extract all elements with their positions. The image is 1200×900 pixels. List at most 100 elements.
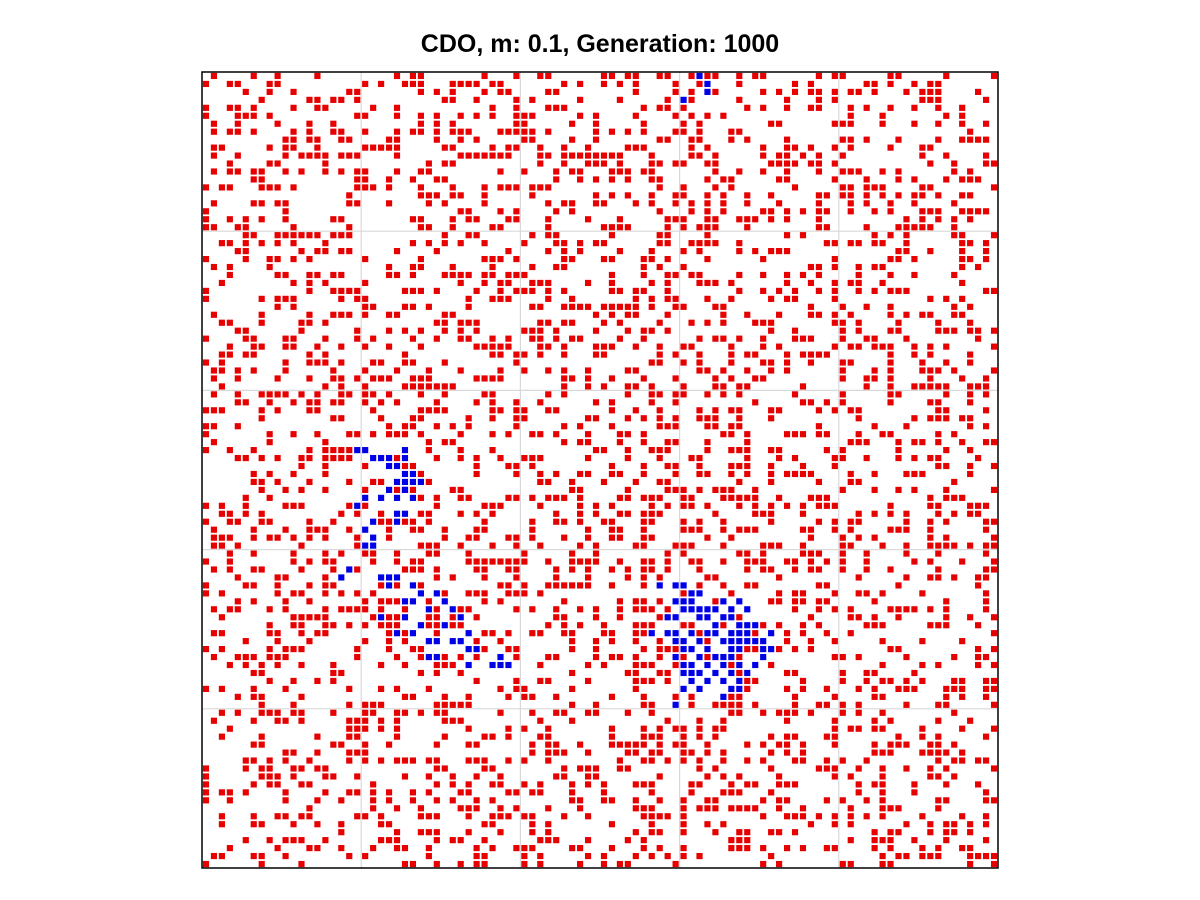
red-cell — [338, 845, 345, 852]
blue-cell — [736, 598, 743, 605]
red-cell — [529, 287, 536, 294]
red-cell — [258, 391, 265, 398]
red-cell — [354, 566, 361, 573]
red-cell — [481, 765, 488, 772]
red-cell — [266, 144, 273, 151]
red-cell — [831, 462, 838, 470]
red-cell — [226, 104, 233, 111]
red-cell — [218, 383, 225, 390]
red-cell — [672, 399, 679, 406]
red-cell — [306, 255, 313, 263]
red-cell — [385, 391, 393, 398]
red-cell — [425, 367, 432, 374]
red-cell — [306, 232, 313, 239]
red-cell — [266, 184, 273, 191]
red-cell — [616, 598, 623, 605]
red-cell — [521, 327, 528, 334]
red-cell — [226, 606, 233, 613]
red-cell — [322, 582, 329, 589]
red-cell — [545, 224, 552, 231]
red-cell — [362, 184, 369, 191]
red-cell — [322, 486, 329, 493]
red-cell — [720, 622, 727, 629]
red-cell — [704, 240, 711, 247]
red-cell — [616, 757, 623, 764]
red-cell — [529, 693, 536, 700]
red-cell — [855, 781, 862, 788]
red-cell — [648, 852, 655, 860]
red-cell — [608, 287, 616, 294]
red-cell — [664, 669, 671, 677]
red-cell — [202, 359, 210, 366]
red-cell — [409, 240, 417, 247]
red-cell — [608, 279, 616, 287]
red-cell — [473, 80, 480, 88]
red-cell — [258, 518, 265, 525]
red-cell — [616, 439, 623, 446]
red-cell — [783, 749, 791, 756]
red-cell — [919, 367, 926, 374]
red-cell — [577, 335, 584, 342]
red-cell — [592, 510, 600, 517]
red-cell — [608, 128, 616, 135]
red-cell — [346, 200, 353, 207]
red-cell — [473, 566, 480, 573]
red-cell — [744, 685, 751, 692]
red-cell — [378, 837, 385, 844]
red-cell — [362, 383, 369, 390]
red-cell — [449, 661, 456, 669]
red-cell — [425, 598, 432, 605]
red-cell — [648, 152, 655, 159]
red-cell — [688, 88, 695, 95]
red-cell — [648, 168, 655, 175]
red-cell — [545, 741, 552, 748]
red-cell — [425, 240, 432, 247]
red-cell — [951, 494, 958, 501]
red-cell — [385, 630, 393, 637]
red-cell — [330, 447, 337, 454]
red-cell — [274, 295, 281, 302]
blue-cell — [680, 685, 687, 692]
red-cell — [497, 407, 504, 414]
red-cell — [839, 120, 846, 127]
red-cell — [306, 447, 313, 454]
red-cell — [720, 431, 727, 438]
blue-cell — [680, 598, 687, 605]
red-cell — [385, 431, 393, 438]
red-cell — [903, 510, 910, 517]
red-cell — [688, 749, 695, 756]
red-cell — [584, 582, 592, 589]
red-cell — [513, 606, 520, 613]
red-cell — [433, 709, 440, 716]
red-cell — [696, 454, 703, 462]
red-cell — [266, 653, 273, 661]
blue-cell — [680, 646, 687, 653]
red-cell — [258, 311, 265, 318]
red-cell — [569, 295, 576, 302]
red-cell — [656, 614, 663, 621]
red-cell — [895, 168, 902, 175]
red-cell — [521, 128, 528, 135]
red-cell — [242, 582, 249, 589]
red-cell — [600, 383, 608, 390]
red-cell — [457, 789, 464, 796]
red-cell — [990, 614, 998, 621]
red-cell — [959, 558, 966, 565]
red-cell — [863, 375, 870, 382]
red-cell — [959, 494, 966, 501]
red-cell — [680, 725, 687, 732]
red-cell — [481, 558, 488, 565]
red-cell — [274, 232, 281, 239]
red-cell — [887, 391, 894, 398]
red-cell — [823, 797, 830, 804]
blue-cell — [728, 685, 735, 692]
red-cell — [592, 558, 600, 565]
red-cell — [250, 852, 257, 860]
red-cell — [417, 526, 424, 533]
red-cell — [346, 311, 353, 318]
red-cell — [887, 606, 894, 613]
red-cell — [648, 558, 655, 565]
red-cell — [282, 797, 289, 804]
red-cell — [919, 359, 926, 366]
blue-cell — [497, 661, 504, 669]
